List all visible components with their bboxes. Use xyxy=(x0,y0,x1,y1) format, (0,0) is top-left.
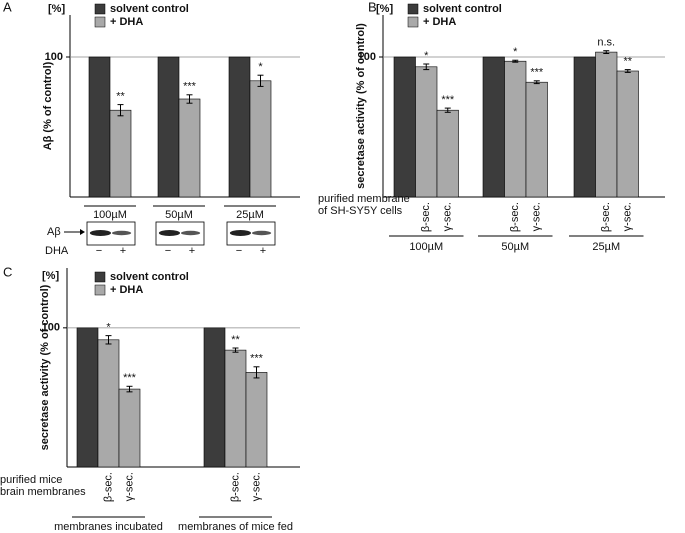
bar xyxy=(228,56,251,198)
legend-label: solvent control xyxy=(423,3,502,15)
blot-row-label: DHA xyxy=(45,245,69,257)
y-axis-label: secretase activity (% of control) xyxy=(39,284,51,450)
blot-band xyxy=(229,230,251,236)
blot-band xyxy=(158,230,180,236)
panel-letter: A xyxy=(3,0,12,14)
blot-sign: + xyxy=(260,245,266,257)
bar xyxy=(224,349,247,468)
legend-swatch xyxy=(407,3,419,15)
category-label: membranes incubated xyxy=(54,521,163,533)
bar xyxy=(157,56,180,198)
legend-label: + DHA xyxy=(110,16,143,28)
blot-band xyxy=(111,230,132,236)
significance: ** xyxy=(116,91,125,103)
bar xyxy=(595,51,618,198)
significance: *** xyxy=(250,353,264,365)
blot-frame xyxy=(155,221,205,246)
subcategory-label: γ-sec. xyxy=(123,472,135,501)
legend-swatch xyxy=(94,284,106,296)
subcategory-label: β-sec. xyxy=(420,202,432,232)
subcategory-label: γ-sec. xyxy=(531,202,543,231)
legend-label: + DHA xyxy=(110,284,143,296)
y-tick-label: 100 xyxy=(358,51,376,63)
bar xyxy=(118,388,141,468)
blot-label: Aβ xyxy=(47,226,61,238)
blot-frame xyxy=(226,221,276,246)
unit-label: [%] xyxy=(42,270,59,282)
bar xyxy=(97,339,120,468)
blot-sign: + xyxy=(189,245,195,257)
blot-sign: + xyxy=(120,245,126,257)
blot-band xyxy=(89,230,112,236)
group-label: purified mice xyxy=(0,474,62,486)
subcategory-label: γ-sec. xyxy=(250,472,262,501)
category-label: 50µM xyxy=(165,209,193,221)
significance: *** xyxy=(183,81,197,93)
legend-swatch xyxy=(407,16,419,28)
group-label: purified membrane xyxy=(318,193,410,205)
category-label: 100µM xyxy=(93,209,127,221)
bar xyxy=(504,60,527,198)
subcategory-label: β-sec. xyxy=(509,202,521,232)
legend-label: + DHA xyxy=(423,16,456,28)
y-tick-label: 100 xyxy=(45,51,63,63)
panel-letter: B xyxy=(368,0,377,14)
bar xyxy=(88,56,111,198)
significance: n.s. xyxy=(597,37,615,49)
bar xyxy=(203,327,226,468)
subcategory-label: γ-sec. xyxy=(442,202,454,231)
bar xyxy=(109,109,132,198)
bar xyxy=(76,327,99,468)
bar xyxy=(436,109,459,198)
category-label: 50µM xyxy=(501,241,529,253)
blot-band xyxy=(251,230,272,236)
bar xyxy=(415,66,438,198)
significance: * xyxy=(424,50,429,62)
blot-band xyxy=(180,230,201,236)
legend-swatch xyxy=(94,3,106,15)
significance: ** xyxy=(623,56,632,68)
blot-sign: − xyxy=(96,245,102,257)
significance: ** xyxy=(231,334,240,346)
y-tick-label: 100 xyxy=(42,322,60,334)
blot-sign: − xyxy=(165,245,171,257)
bar xyxy=(393,56,416,198)
y-axis-label: Aβ (% of control) xyxy=(42,61,54,150)
subcategory-label: β-sec. xyxy=(102,472,114,502)
subcategory-label: β-sec. xyxy=(229,472,241,502)
subcategory-label: γ-sec. xyxy=(622,202,634,231)
bar xyxy=(482,56,505,198)
group-label: of SH-SY5Y cells xyxy=(318,205,403,217)
group-label: brain membranes xyxy=(0,486,86,498)
unit-label: [%] xyxy=(48,3,65,15)
significance: *** xyxy=(123,372,137,384)
blot-sign: − xyxy=(236,245,242,257)
bar xyxy=(573,56,596,198)
panel-letter: C xyxy=(3,264,12,279)
legend-swatch xyxy=(94,16,106,28)
bar xyxy=(249,80,272,198)
bar xyxy=(245,372,268,468)
unit-label: [%] xyxy=(376,3,393,15)
significance: * xyxy=(258,61,263,73)
y-axis-label: secretase activity (% of control) xyxy=(355,23,367,189)
legend-label: solvent control xyxy=(110,271,189,283)
significance: * xyxy=(106,322,111,334)
significance: * xyxy=(513,46,518,58)
category-label: membranes of mice fed xyxy=(178,521,293,533)
legend-swatch xyxy=(94,271,106,283)
category-label: 25µM xyxy=(592,241,620,253)
category-label: 100µM xyxy=(409,241,443,253)
subcategory-label: β-sec. xyxy=(600,202,612,232)
bar xyxy=(178,98,201,198)
blot-arrowhead xyxy=(80,229,85,235)
bar xyxy=(525,81,548,198)
significance: *** xyxy=(530,67,544,79)
blot-frame xyxy=(86,221,136,246)
category-label: 25µM xyxy=(236,209,264,221)
bar xyxy=(616,70,639,198)
significance: *** xyxy=(441,94,455,106)
legend-label: solvent control xyxy=(110,3,189,15)
